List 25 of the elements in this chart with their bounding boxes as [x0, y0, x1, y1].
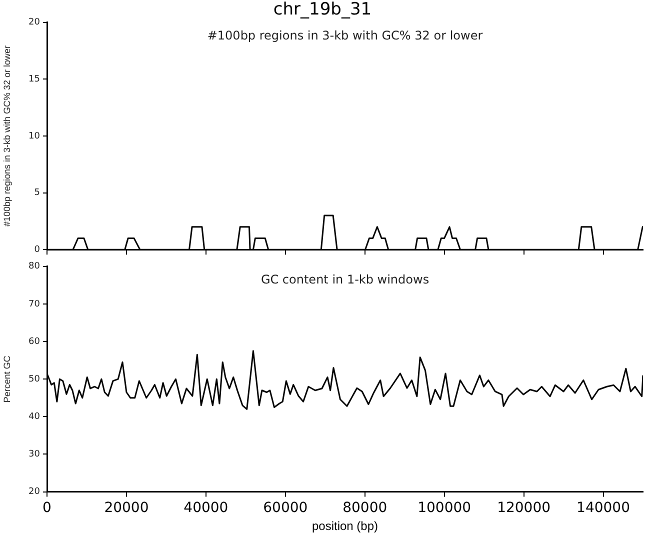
annotation: #100bp regions in 3-kb with GC% 32 or lower: [207, 28, 483, 43]
y-axis-title: #100bp regions in 3-kb with GC% 32 or lower: [2, 45, 12, 227]
y-tick-label: 20: [28, 18, 40, 28]
y-axis-title: Percent GC: [2, 355, 12, 403]
y-tick-label: 15: [28, 74, 40, 85]
y-tick-label: 60: [28, 336, 40, 347]
x-tick-label: 40000: [184, 500, 228, 516]
x-tick-label: 100000: [418, 500, 472, 516]
x-tick-label: 60000: [263, 500, 308, 516]
y-tick-label: 70: [28, 299, 40, 310]
x-axis-title: position (bp): [312, 519, 378, 534]
x-tick-label: 80000: [342, 500, 388, 516]
x-tick-label: 120000: [497, 500, 551, 516]
chart-title: chr_19b_31: [273, 0, 372, 20]
y-tick-label: 30: [28, 450, 40, 460]
x-tick-label: 140000: [576, 500, 630, 516]
y-tick-label: 40: [28, 412, 40, 422]
x-tick-label: 20000: [104, 500, 149, 516]
y-tick-label: 10: [28, 131, 40, 142]
y-tick-label: 0: [34, 244, 40, 255]
y-tick-label: 5: [34, 188, 40, 198]
y-tick-label: 20: [28, 487, 40, 498]
y-tick-label: 80: [28, 262, 40, 272]
annotation: GC content in 1-kb windows: [260, 272, 430, 287]
y-tick-label: 50: [28, 374, 40, 384]
